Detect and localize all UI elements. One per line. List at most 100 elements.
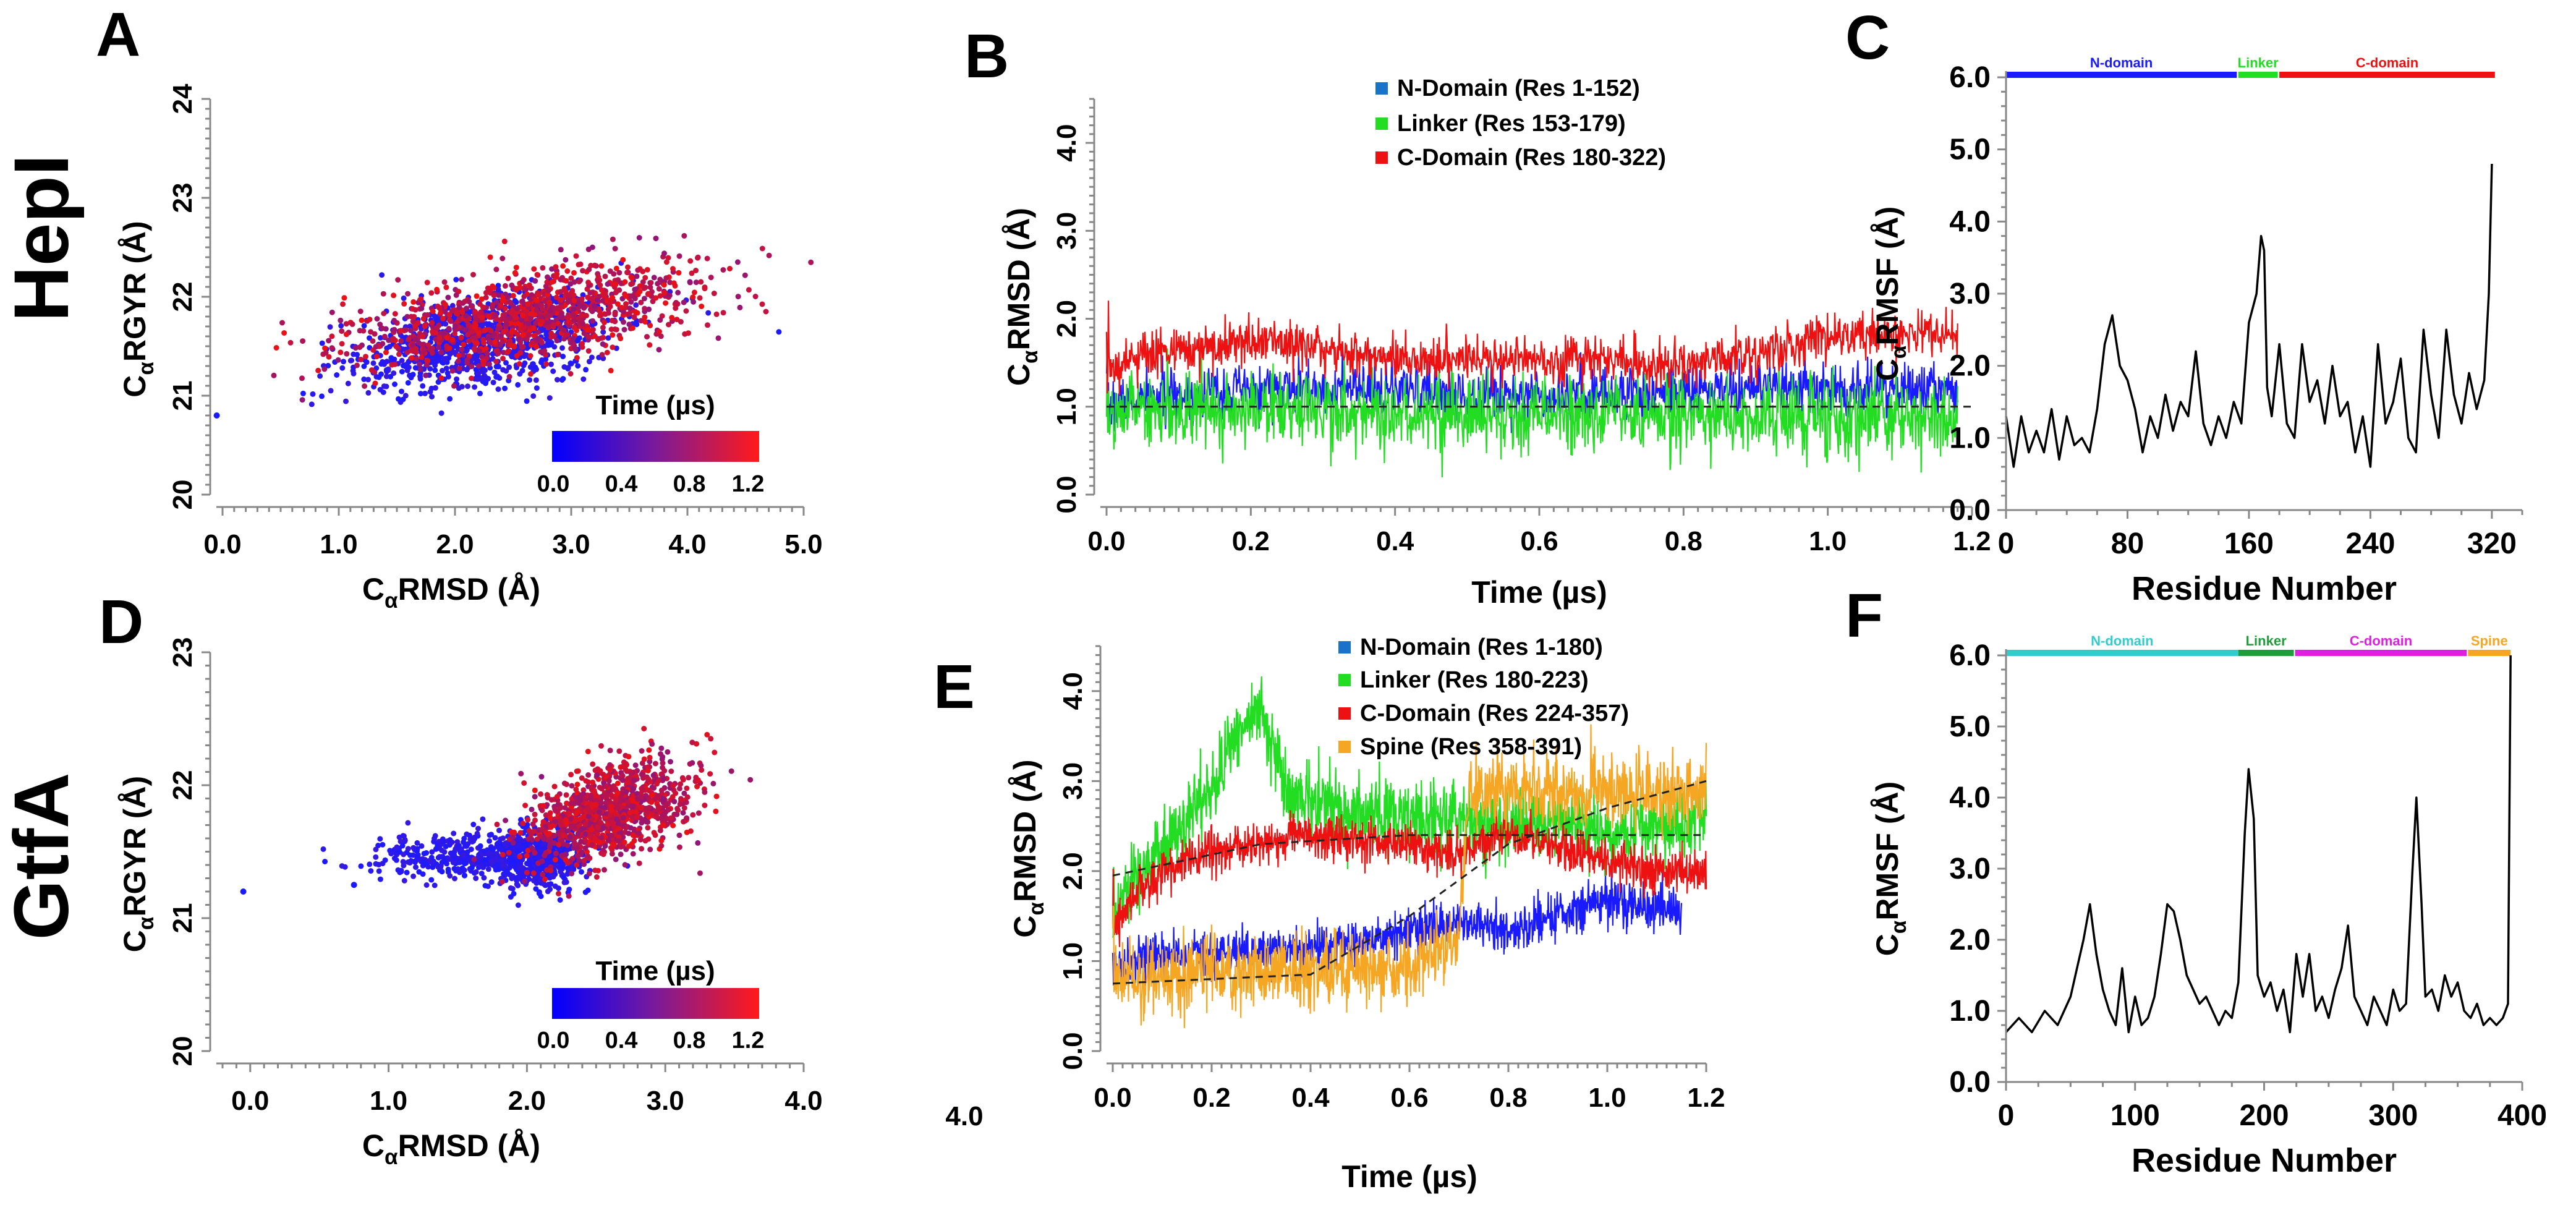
panel-d-point <box>499 851 506 858</box>
panel-a-point <box>676 253 682 259</box>
panel-d-point <box>548 867 554 874</box>
panel-c-domain-bar-c-domain <box>2279 72 2495 78</box>
panel-d-point <box>702 789 708 795</box>
panel-d-point <box>647 754 653 760</box>
panel-d-point <box>540 819 546 825</box>
panel-a-point <box>597 282 603 288</box>
panel-a-point <box>691 299 697 305</box>
panel-a-point <box>686 330 691 336</box>
panel-a-point <box>699 304 705 309</box>
panel-d-point <box>608 832 614 838</box>
panel-a-point <box>742 272 748 278</box>
panel-d-point <box>500 862 506 869</box>
panel-d-point <box>401 851 407 858</box>
panel-d-point <box>481 848 487 854</box>
panel-a-point <box>449 308 455 314</box>
panel-d-point <box>647 759 653 765</box>
panel-d-point <box>658 843 665 849</box>
panel-a-point <box>635 267 641 273</box>
panel-f-y-tick-label: 5.0 <box>1949 710 1991 743</box>
panel-a-point <box>666 292 673 299</box>
panel-a-point <box>338 323 344 329</box>
panel-a-point <box>299 375 305 381</box>
panel-a-point <box>610 236 616 242</box>
panel-a-point <box>651 275 657 281</box>
panel-d-point <box>480 816 486 822</box>
panel-a-point <box>547 308 553 314</box>
legend-e-swatch-linker <box>1338 674 1351 686</box>
panel-a-point <box>483 294 489 300</box>
panel-d-point <box>589 784 594 790</box>
panel-a-point <box>624 270 630 276</box>
panel-d-point <box>536 890 542 896</box>
panel-a-point <box>585 333 591 339</box>
panel-a-point <box>417 367 423 373</box>
panel-f-domain-bar-c-domain <box>2295 650 2467 656</box>
panel-d-point <box>670 783 676 789</box>
panel-d-point <box>663 803 669 809</box>
panel-d-point <box>648 799 655 805</box>
panel-d-point <box>488 879 495 885</box>
panel-d-point <box>607 767 613 773</box>
panel-a-point <box>482 374 488 380</box>
panel-d-point <box>550 874 556 880</box>
panel-a-point <box>404 313 410 320</box>
panel-d-point <box>681 790 687 796</box>
panel-a-point <box>640 279 646 285</box>
colorbar-a-tick-3: 1.2 <box>732 471 765 497</box>
panel-d-point <box>367 861 373 867</box>
panel-b-y-tick-label: 2.0 <box>1052 300 1082 338</box>
panel-d-point <box>407 852 413 858</box>
panel-a-point <box>351 351 357 357</box>
panel-a-point <box>566 292 572 299</box>
panel-d-point <box>671 798 678 804</box>
panel-a-point <box>614 301 621 307</box>
panel-c-x-tick-label: 0 <box>1998 527 2015 560</box>
panel-a-point <box>392 311 398 317</box>
panel-a-point <box>715 335 721 341</box>
panel-a-point <box>446 345 453 351</box>
panel-a-point <box>287 339 294 346</box>
panel-a-point <box>673 305 679 311</box>
legend-e-swatch-c-domain <box>1338 707 1351 720</box>
panel-d-point <box>647 846 653 853</box>
panel-d-point <box>568 800 574 806</box>
panel-a-point <box>571 297 577 304</box>
panel-d-point <box>596 809 602 815</box>
colorbar-d: Time (µs) 0.0 0.4 0.8 1.2 <box>537 956 765 1054</box>
panel-a-point <box>656 286 662 292</box>
panel-a-point <box>418 296 424 302</box>
panel-d-point <box>611 842 617 848</box>
panel-a-point <box>319 393 325 399</box>
panel-a-point <box>512 270 518 276</box>
colorbar-a: Time (µs) 0.0 0.4 0.8 1.2 <box>537 390 765 497</box>
panel-a-point <box>720 310 726 316</box>
panel-d-point <box>689 739 695 746</box>
panel-e-x-tick-label: 1.2 <box>1687 1083 1725 1113</box>
panel-d-point <box>562 805 568 811</box>
panel-d-point <box>607 747 613 754</box>
panel-d-point <box>552 806 558 812</box>
panel-a-point <box>503 368 509 374</box>
panel-a-point <box>564 331 571 338</box>
panel-d-point <box>597 785 603 791</box>
panel-a-point <box>571 279 577 285</box>
panel-a-point <box>647 323 653 328</box>
panel-a-point <box>499 339 506 345</box>
panel-a-point <box>491 312 498 318</box>
panel-d-stray-tick: 4.0 <box>945 1101 983 1131</box>
panel-a-point <box>514 331 521 338</box>
panel-a-point <box>613 265 619 271</box>
panel-a-point <box>469 375 475 381</box>
panel-a-point <box>422 346 427 352</box>
panel-a-point <box>392 361 398 367</box>
panel-a-point <box>474 340 480 346</box>
panel-a-point <box>396 351 402 357</box>
panel-d-point <box>622 862 628 868</box>
panel-a-point <box>338 349 344 356</box>
panel-d-y-label: CαRGYR (Å) <box>117 776 158 952</box>
panel-d-point <box>410 873 417 879</box>
panel-a-point <box>408 313 414 320</box>
panel-d-point <box>423 882 430 888</box>
legend-b-entry-c-domain: C-Domain (Res 180-322) <box>1397 145 1666 171</box>
